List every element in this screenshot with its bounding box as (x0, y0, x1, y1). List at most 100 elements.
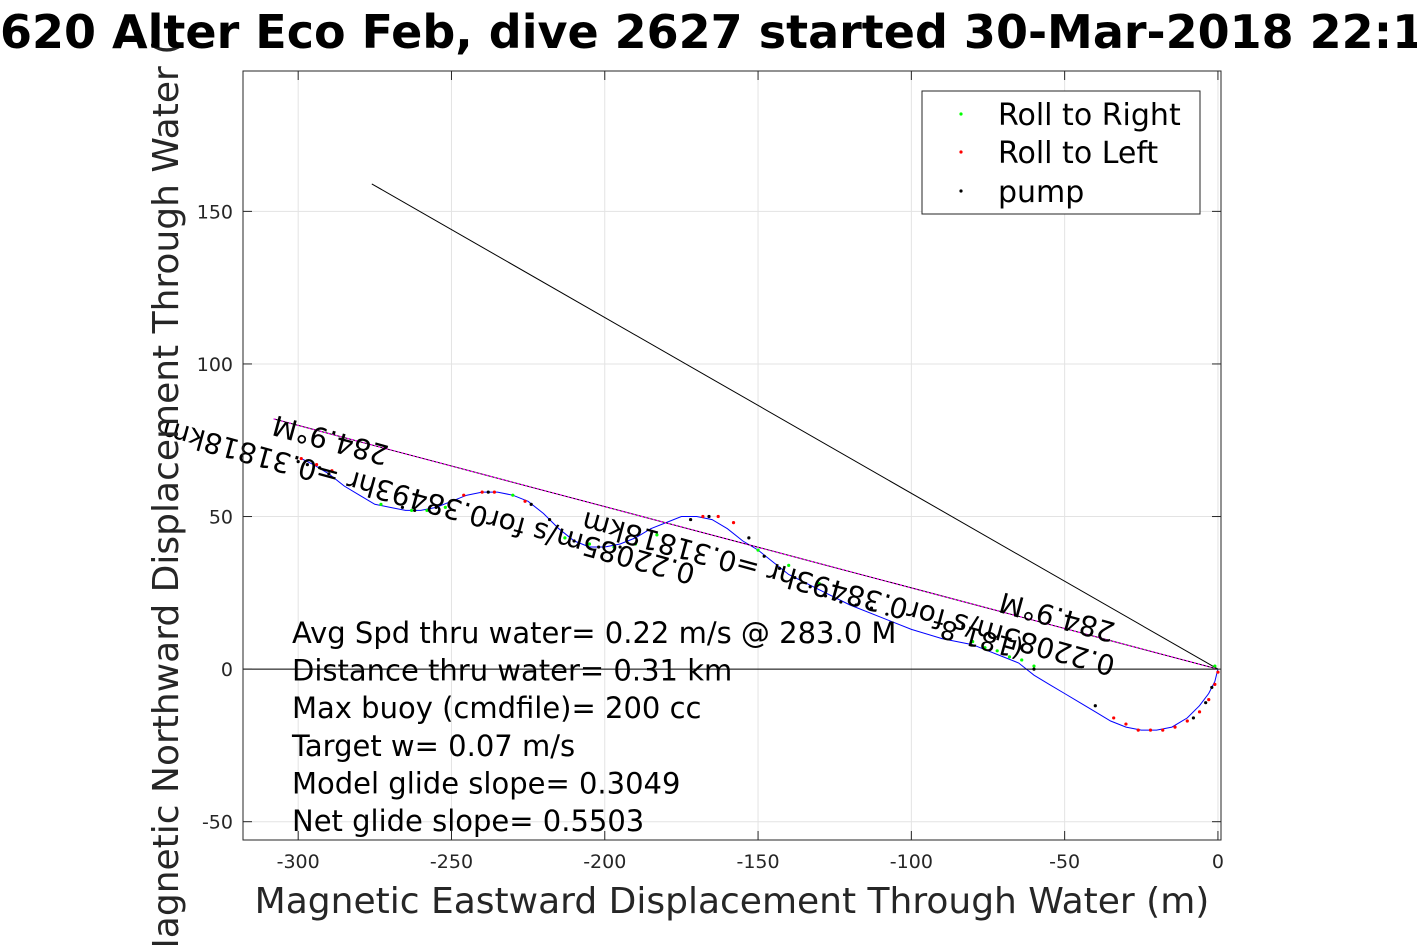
point-roll-to-right (1032, 664, 1036, 668)
point-roll-to-left (701, 514, 705, 519)
point-pump (400, 505, 405, 509)
point-pump (618, 545, 622, 549)
point-roll-to-left (716, 514, 720, 519)
point-pump (1204, 701, 1208, 705)
point-roll-to-left (462, 493, 466, 497)
legend-marker-roll-right (959, 112, 963, 116)
point-roll-to-right (971, 640, 975, 644)
y-tick-label: -50 (202, 812, 233, 834)
point-pump (793, 575, 797, 580)
x-tick-label: -50 (1049, 851, 1080, 873)
point-pump (777, 566, 782, 571)
series-path-dotted (273, 418, 1219, 670)
point-pump (689, 517, 693, 522)
series-markers (296, 456, 1220, 732)
point-roll-to-right (612, 545, 616, 549)
point-roll-to-right (379, 502, 383, 506)
point-roll-to-right (1213, 664, 1217, 668)
point-pump (597, 545, 601, 549)
point-roll-to-left (1207, 698, 1211, 702)
point-pump (572, 539, 576, 543)
legend: Roll to Right Roll to Left pump (921, 90, 1201, 215)
point-roll-to-left (1197, 710, 1202, 714)
legend-label-pump: pump (998, 175, 1084, 210)
point-pump (839, 600, 843, 604)
point-pump (1210, 685, 1214, 690)
point-roll-to-left (1161, 728, 1165, 732)
ticks: -300 -250 -200 -150 -100 -50 0 -50 0 50 100 150 (197, 71, 1224, 873)
point-pump (413, 508, 417, 513)
x-tick-label: 0 (1212, 851, 1224, 873)
point-pump (747, 536, 751, 540)
point-pump (808, 585, 812, 589)
legend-marker-pump (959, 189, 963, 193)
point-pump (318, 466, 322, 470)
point-pump (1032, 667, 1036, 671)
legend-label-roll-left: Roll to Left (998, 136, 1158, 171)
point-roll-to-right (756, 548, 760, 552)
point-roll-to-left (330, 469, 334, 473)
info-line: Max buoy (cmdfile)= 200 cc (292, 691, 701, 725)
y-axis-label: Magnetic Northward Displacement Through … (146, 41, 187, 945)
point-roll-to-right (443, 505, 447, 509)
info-line: Model glide slope= 0.3049 (292, 766, 680, 800)
point-roll-to-right (655, 533, 659, 537)
x-axis-label: Magnetic Eastward Displacement Through W… (255, 881, 1210, 922)
point-roll-to-left (1112, 716, 1116, 720)
point-roll-to-left (314, 463, 319, 467)
point-roll-to-left (1213, 682, 1217, 686)
point-roll-to-left (480, 490, 484, 494)
point-pump (885, 612, 889, 616)
series-track (301, 458, 1219, 731)
point-roll-to-left (1124, 722, 1128, 726)
point-pump (296, 460, 300, 464)
point-pump (869, 606, 874, 610)
point-roll-to-right (410, 508, 414, 513)
point-roll-to-left (523, 499, 527, 503)
x-tick-label: -300 (277, 851, 320, 873)
y-tick-label: 150 (197, 201, 233, 223)
x-tick-label: -100 (890, 851, 933, 873)
info-line: Distance thru water= 0.31 km (292, 654, 732, 688)
info-text: Avg Spd thru water= 0.22 m/s @ 283.0 M Di… (291, 616, 896, 838)
point-roll-to-right (983, 646, 987, 650)
point-roll-to-left (1216, 670, 1220, 674)
chart-title: 620 Alter Eco Feb, dive 2627 started 30-… (0, 5, 1417, 59)
axes-frame (242, 70, 1222, 841)
point-roll-to-right (817, 582, 821, 586)
point-roll-to-right (511, 493, 515, 497)
point-pump (1093, 704, 1097, 708)
point-roll-to-left (492, 490, 496, 494)
point-roll-to-right (1007, 655, 1012, 659)
point-pump (434, 505, 438, 509)
point-pump (1191, 716, 1196, 720)
point-roll-to-right (425, 508, 429, 513)
y-tick-label: 50 (209, 507, 233, 529)
point-roll-to-right (1020, 658, 1024, 662)
point-roll-to-right (995, 649, 999, 653)
info-line: Avg Spd thru water= 0.22 m/s @ 283.0 M (292, 616, 896, 650)
point-roll-to-left (1136, 728, 1140, 732)
x-tick-label: -200 (583, 851, 626, 873)
point-roll-to-left (1173, 725, 1177, 729)
point-roll-to-right (587, 542, 592, 546)
point-roll-to-left (299, 456, 303, 461)
point-pump (707, 514, 711, 519)
series-lines (243, 183, 1219, 731)
point-pump (486, 490, 490, 494)
point-roll-to-right (563, 536, 567, 540)
y-tick-label: 100 (197, 354, 233, 376)
point-roll-to-left (1185, 719, 1189, 723)
series-heading (371, 183, 1219, 670)
legend-label-roll-right: Roll to Right (998, 98, 1181, 133)
point-pump (823, 594, 828, 598)
point-pump (327, 472, 331, 476)
point-roll-to-right (633, 542, 638, 546)
point-pump (762, 554, 766, 558)
legend-box (921, 90, 1201, 215)
y-tick-label: 0 (221, 659, 233, 681)
point-roll-to-left (731, 521, 736, 525)
point-pump (305, 463, 309, 467)
point-pump (529, 502, 533, 506)
